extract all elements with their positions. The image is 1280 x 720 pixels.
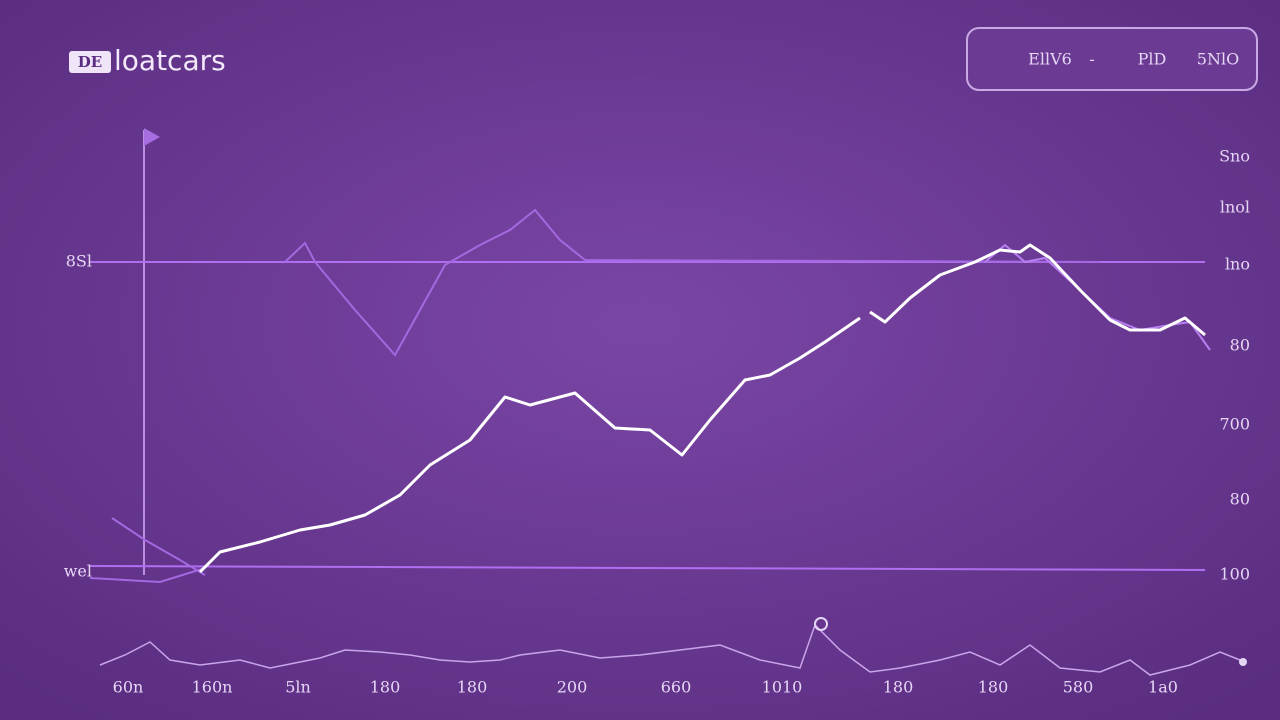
bottom-label: 660 <box>661 678 692 697</box>
right-label: 80 <box>1230 490 1250 509</box>
bottom-label: 180 <box>457 678 488 697</box>
accent-line <box>284 208 1101 357</box>
sparkline <box>99 623 1241 676</box>
bottom-label: 5ln <box>285 678 311 697</box>
right-label: 700 <box>1219 415 1250 434</box>
brand: loatcars <box>114 44 226 77</box>
bottom-label: 200 <box>557 678 588 697</box>
sparkline-marker <box>1239 658 1247 666</box>
bottom-label: 1010 <box>762 678 803 697</box>
right-label: 80 <box>1230 336 1250 355</box>
bottom-label: 580 <box>1063 678 1094 697</box>
axis-flag <box>144 128 160 146</box>
button-text: - <box>1089 50 1094 69</box>
sparkline-marker <box>814 617 828 631</box>
logo-icon: DE <box>78 53 102 71</box>
bottom-label: 180 <box>370 678 401 697</box>
right-label: Sno <box>1219 147 1250 166</box>
button-text: PlD <box>1138 50 1167 69</box>
right-label: lnol <box>1220 198 1250 217</box>
bottom-label: 1a0 <box>1148 678 1178 697</box>
left-label: wel <box>64 562 92 581</box>
bottom-label: 160n <box>192 678 233 697</box>
right-label: 100 <box>1219 565 1250 584</box>
button-text: EllV6 <box>1028 50 1072 69</box>
bottom-label: 60n <box>113 678 144 697</box>
accent-line <box>111 517 206 576</box>
left-label: 8Sl <box>66 252 92 271</box>
logo-box <box>69 51 111 73</box>
accent-line <box>89 567 206 584</box>
right-label: lno <box>1225 255 1250 274</box>
bottom-label: 180 <box>978 678 1009 697</box>
button-text: 5NlO <box>1197 50 1239 69</box>
main-line <box>869 243 1206 337</box>
bottom-label: 180 <box>883 678 914 697</box>
main-line <box>198 316 861 574</box>
guide-line <box>89 565 1206 571</box>
header-button[interactable] <box>966 27 1258 91</box>
labels: 8Sl wel Sno lnol lno 80 700 80 100 60n 160n 5ln 180 1… <box>64 147 1250 697</box>
